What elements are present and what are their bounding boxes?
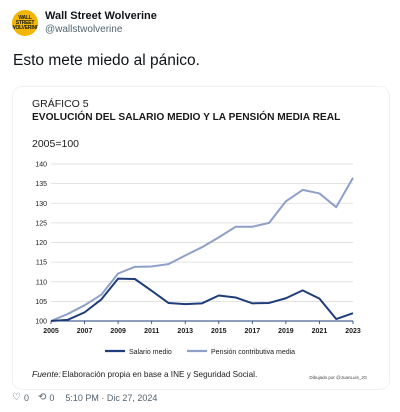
y-tick-label: 135 [35,181,47,188]
chart-credit: Dibujado por @JuanLuis_JG [309,375,367,380]
source-text: Elaboración propia en base a INE y Segur… [62,370,257,379]
retweet-count: 0 [49,392,55,403]
legend-label-salario: Salario medio [129,349,172,356]
chart: GRÁFICO 5 EVOLUCIÓN DEL SALARIO MEDIO Y … [32,97,367,380]
y-tick-label: 100 [35,319,47,326]
tweet-header: WALL STREET WOLVERINE Wall Street Wolver… [12,10,157,36]
x-tick-label: 2007 [77,328,93,335]
heart-icon: ♡ [12,392,21,403]
y-tick-label: 105 [35,299,47,306]
chart-kicker: GRÁFICO 5 [32,97,89,110]
x-tick-label: 2019 [278,328,294,335]
x-tick-label: 2021 [312,328,328,335]
x-tick-label: 2009 [110,328,126,335]
series-line-pension [50,177,354,322]
chart-subtitle: 2005=100 [32,138,79,150]
x-tick-label: 2011 [144,328,159,335]
legend-label-pension: Pensión contributiva media [211,349,295,356]
plot-area: 100 105 110 115 120 125 130 135 140 2005 2007 2009 2… [35,162,361,336]
tweet-actions: ♡ 0 ⟲ 0 5:10 PM · Dic 27, 2024 [12,392,157,403]
retweet-icon: ⟲ [37,392,47,403]
tweet-media[interactable]: GRÁFICO 5 EVOLUCIÓN DEL SALARIO MEDIO Y … [12,86,390,390]
x-tick-label: 2015 [211,328,227,335]
chart-title: EVOLUCIÓN DEL SALARIO MEDIO Y LA PENSIÓN… [32,110,340,123]
series-line-salario [50,277,354,322]
like-count: 0 [23,392,29,403]
avatar-text: WALL STREET WOLVERINE [12,14,38,31]
x-tick-label: 2017 [245,328,261,335]
y-tick-label: 115 [36,260,47,267]
retweet-button[interactable]: ⟲ 0 [38,392,54,403]
x-tick-label: 2005 [43,328,59,335]
display-name[interactable]: Wall Street Wolverine [45,10,157,22]
y-tick-label: 125 [35,220,47,227]
source-label: Fuente: [32,369,61,379]
y-tick-label: 140 [35,162,47,169]
y-tick-label: 130 [35,201,47,208]
y-tick-label: 110 [36,279,47,286]
tweet-text: Esto mete miedo al pánico. [13,52,200,69]
x-tick-label: 2013 [177,328,193,335]
like-button[interactable]: ♡ 0 [12,392,29,403]
y-tick-label: 120 [35,240,47,247]
handle[interactable]: @wallstwolverine [45,24,123,35]
avatar[interactable]: WALL STREET WOLVERINE [12,10,38,36]
x-tick-label: 2023 [345,328,361,335]
author-block: Wall Street Wolverine @wallstwolverine [45,10,157,36]
timestamp[interactable]: 5:10 PM · Dic 27, 2024 [65,392,158,403]
